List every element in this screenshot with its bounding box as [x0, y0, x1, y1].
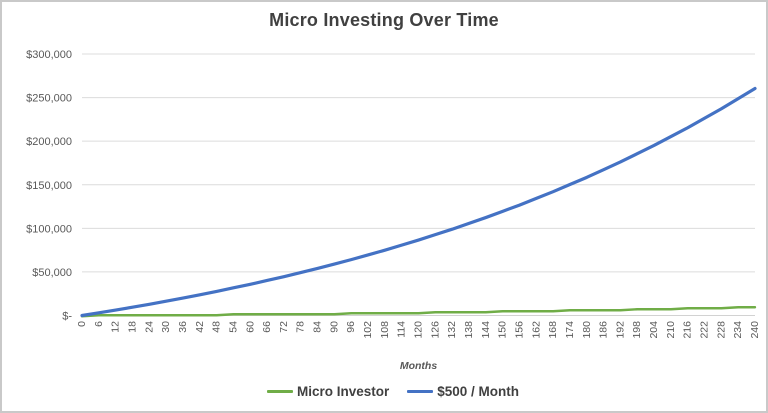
x-tick-label: 174: [564, 321, 576, 339]
x-tick-label: 180: [581, 321, 593, 339]
x-tick-label: 84: [312, 321, 324, 333]
x-tick-label: 228: [715, 321, 727, 339]
x-tick-label: 78: [295, 321, 307, 333]
x-tick-label: 234: [732, 321, 744, 339]
x-tick-label: 198: [631, 321, 643, 339]
y-tick-label: $50,000: [32, 267, 72, 279]
x-tick-label: 54: [227, 321, 239, 333]
y-tick-label: $150,000: [26, 180, 72, 192]
legend-label: Micro Investor: [296, 384, 390, 399]
x-tick-label: 186: [598, 321, 610, 339]
series-line-500-per-month: [80, 86, 757, 318]
chart-title: Micro Investing Over Time: [269, 10, 499, 30]
x-tick-label: 48: [211, 321, 223, 333]
legend: Micro Investor $500 / Month: [20, 384, 766, 399]
x-tick-label: 114: [396, 321, 408, 338]
x-tick-label: 132: [446, 321, 458, 339]
legend-label: $500 / Month: [437, 384, 520, 399]
x-tick-label: 108: [379, 321, 391, 339]
x-tick-label: 144: [480, 321, 492, 339]
x-tick-label: 156: [513, 321, 525, 339]
y-tick-label: $200,000: [26, 136, 72, 148]
x-axis-title: Months: [399, 360, 438, 372]
legend-line-swatch: [407, 389, 434, 394]
x-tick-label: 18: [126, 321, 138, 333]
x-tick-label: 222: [699, 321, 711, 339]
x-tick-label: 126: [429, 321, 441, 339]
x-tick-label: 60: [244, 321, 256, 333]
y-tick-label: $-: [62, 311, 72, 323]
x-tick-label: 162: [530, 321, 542, 339]
x-tick-label: 210: [665, 321, 677, 339]
x-tick-label: 30: [160, 321, 172, 333]
x-tick-label: 102: [362, 321, 374, 339]
x-tick-label: 36: [177, 321, 189, 333]
x-tick-label: 0: [76, 321, 88, 327]
legend-line-swatch: [266, 389, 293, 394]
x-tick-label: 138: [463, 321, 475, 339]
x-tick-label: 72: [278, 321, 290, 333]
y-tick-label: $300,000: [26, 49, 72, 61]
x-tick-label: 6: [93, 321, 105, 327]
x-tick-label: 240: [749, 321, 761, 339]
x-tick-label: 192: [614, 321, 626, 339]
legend-item-500-month: $500 / Month: [407, 384, 519, 399]
x-tick-label: 96: [345, 321, 357, 333]
x-tick-label: 90: [328, 321, 340, 333]
y-tick-label: $250,000: [26, 93, 72, 105]
x-tick-label: 150: [497, 321, 509, 339]
x-tick-label: 204: [648, 321, 660, 339]
series-line-micro-investor: [80, 306, 757, 318]
x-tick-label: 12: [110, 321, 122, 333]
x-tick-label: 66: [261, 321, 273, 333]
legend-item-micro-investor: Micro Investor: [266, 384, 390, 399]
x-tick-label: 120: [413, 321, 425, 339]
x-tick-label: 168: [547, 321, 559, 339]
y-tick-label: $100,000: [26, 223, 72, 235]
x-tick-label: 216: [682, 321, 694, 339]
x-tick-label: 24: [143, 321, 155, 333]
x-tick-label: 42: [194, 321, 206, 333]
